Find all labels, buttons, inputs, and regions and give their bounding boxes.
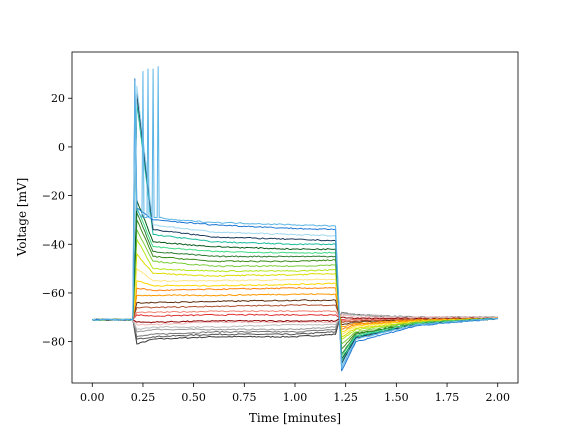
trace-line-27 [92, 66, 498, 369]
y-tick-label: −40 [42, 238, 65, 251]
x-tick-label: 0.25 [131, 391, 156, 404]
series-layer [92, 66, 498, 372]
x-tick-label: 0.00 [80, 391, 105, 404]
x-tick-label: 2.00 [485, 391, 510, 404]
trace-line-6 [92, 314, 498, 326]
x-tick-label: 1.25 [333, 391, 358, 404]
trace-line-18 [92, 229, 498, 345]
y-axis-label: Voltage [mV] [15, 178, 29, 258]
x-axis: 0.00 0.25 0.50 0.75 1.00 1.25 1.50 1.75 2.00 [80, 383, 510, 404]
x-tick-label: 1.50 [384, 391, 409, 404]
x-tick-label: 0.50 [181, 391, 206, 404]
y-tick-label: −60 [42, 287, 65, 300]
trace-line-14 [92, 280, 498, 333]
y-tick-label: 0 [58, 141, 65, 154]
trace-line-26 [92, 78, 498, 372]
trace-line-21 [92, 207, 498, 357]
x-tick-label: 1.75 [435, 391, 460, 404]
x-tick-label: 1.00 [283, 391, 308, 404]
x-tick-label: 0.75 [232, 391, 257, 404]
y-tick-label: −80 [42, 336, 65, 349]
y-tick-label: −20 [42, 190, 65, 203]
x-axis-label: Time [minutes] [249, 411, 341, 425]
y-tick-label: 20 [51, 92, 65, 105]
y-axis: −80 −60 −40 −20 0 20 [42, 92, 72, 349]
